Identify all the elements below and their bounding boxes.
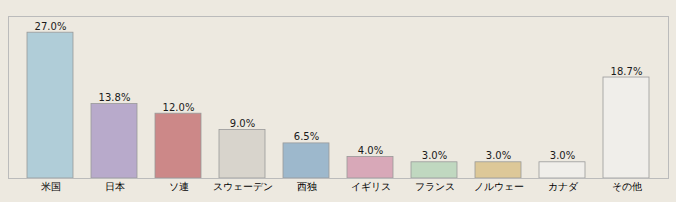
- svg-text:スウェーデン: スウェーデン: [213, 181, 273, 192]
- svg-text:27.0%: 27.0%: [35, 21, 67, 32]
- svg-text:3.0%: 3.0%: [486, 150, 511, 161]
- svg-text:西独: 西独: [297, 181, 317, 192]
- svg-text:日本: 日本: [105, 181, 125, 192]
- svg-text:フランス: フランス: [415, 181, 455, 192]
- svg-text:9.0%: 9.0%: [230, 118, 255, 129]
- svg-text:イギリス: イギリス: [351, 181, 391, 192]
- svg-text:その他: その他: [612, 181, 642, 192]
- svg-text:12.0%: 12.0%: [163, 102, 195, 113]
- svg-text:ノルウェー: ノルウェー: [474, 181, 524, 192]
- svg-text:13.8%: 13.8%: [99, 92, 131, 103]
- svg-text:米国: 米国: [41, 181, 61, 192]
- svg-text:3.0%: 3.0%: [550, 150, 575, 161]
- svg-text:ソ連: ソ連: [169, 181, 189, 192]
- svg-text:4.0%: 4.0%: [358, 145, 383, 156]
- svg-text:18.7%: 18.7%: [611, 66, 643, 77]
- svg-text:6.5%: 6.5%: [294, 131, 319, 142]
- svg-text:カナダ: カナダ: [548, 181, 579, 192]
- svg-text:3.0%: 3.0%: [422, 150, 447, 161]
